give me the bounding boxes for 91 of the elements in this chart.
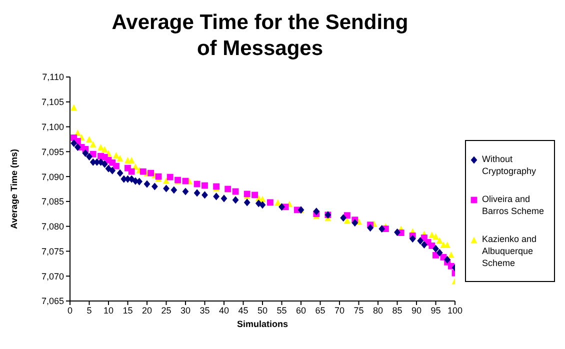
- x-tick-label: 25: [161, 305, 172, 316]
- point: [105, 164, 112, 172]
- point: [136, 178, 142, 186]
- legend-label: Without Cryptography: [482, 153, 538, 177]
- point: [421, 240, 428, 249]
- point: [101, 146, 108, 152]
- point: [74, 143, 81, 151]
- point: [98, 144, 104, 150]
- point: [86, 136, 92, 142]
- y-tick-label: 7,065: [41, 296, 64, 306]
- point: [267, 199, 274, 206]
- point: [213, 192, 220, 200]
- point: [432, 244, 439, 253]
- point: [148, 170, 154, 176]
- point: [109, 166, 116, 174]
- x-tick-label: 20: [142, 305, 152, 316]
- point: [101, 160, 108, 168]
- legend-label: Oliveira and Barros Scheme: [482, 193, 546, 217]
- point: [194, 189, 200, 197]
- point: [340, 214, 347, 222]
- point: [70, 139, 78, 148]
- x-tick-label: 85: [392, 305, 402, 316]
- point: [170, 186, 178, 194]
- point: [448, 252, 454, 258]
- x-tick-label: 90: [411, 305, 422, 316]
- x-axis-title: Simulations: [236, 319, 288, 329]
- point: [202, 191, 208, 199]
- y-tick-label: 7,070: [41, 271, 64, 282]
- point: [394, 228, 400, 236]
- point: [409, 234, 416, 243]
- y-tick-label: 7,080: [41, 222, 64, 232]
- legend-label: Kazienko and Albuquerque Scheme: [482, 233, 538, 269]
- x-tick-label: 100: [447, 305, 463, 316]
- point: [128, 156, 135, 164]
- point: [436, 237, 443, 244]
- y-tick-label: 7,105: [41, 97, 64, 108]
- x-tick-label: 50: [257, 305, 268, 316]
- chart-title: Average Time for the Sending of Messages: [110, 10, 410, 62]
- x-tick-label: 0: [67, 305, 73, 316]
- point: [252, 192, 258, 198]
- point: [152, 182, 158, 190]
- x-tick-label: 15: [122, 305, 133, 316]
- x-tick-label: 60: [296, 305, 306, 316]
- x-tick-label: 65: [315, 305, 326, 316]
- point: [86, 152, 92, 160]
- point: [436, 248, 443, 257]
- point: [70, 104, 78, 111]
- y-tick-label: 7,100: [41, 122, 64, 132]
- point: [144, 180, 150, 188]
- point: [444, 256, 450, 264]
- x-tick-label: 40: [218, 305, 230, 316]
- x-tick-label: 35: [200, 305, 210, 316]
- point: [432, 233, 439, 240]
- point: [367, 224, 374, 232]
- point: [220, 194, 228, 202]
- point: [352, 219, 358, 227]
- y-axis-title: Average Time (ms): [9, 148, 20, 230]
- point: [166, 174, 174, 180]
- point: [116, 154, 124, 162]
- point: [113, 152, 120, 158]
- point: [128, 168, 135, 175]
- point: [232, 196, 239, 204]
- point: [378, 225, 386, 233]
- y-tick-label: 7,095: [41, 146, 64, 157]
- point: [244, 198, 250, 206]
- point: [98, 158, 104, 166]
- point: [82, 149, 89, 157]
- y-tick-label: 7,085: [41, 196, 64, 207]
- point: [163, 184, 170, 192]
- point: [417, 236, 424, 245]
- point: [90, 141, 96, 148]
- point: [116, 169, 124, 177]
- point: [313, 208, 320, 216]
- y-tick-label: 7,110: [42, 72, 64, 82]
- point: [140, 168, 146, 175]
- point: [278, 203, 285, 211]
- point: [113, 162, 120, 170]
- point: [182, 188, 189, 196]
- x-tick-label: 80: [372, 305, 384, 316]
- point: [274, 199, 282, 206]
- x-tick-label: 55: [276, 305, 287, 316]
- y-tick-label: 7,090: [41, 172, 64, 182]
- x-tick-label: 10: [103, 305, 114, 316]
- x-tick-label: 5: [86, 305, 92, 316]
- x-tick-label: 45: [238, 305, 248, 316]
- y-tick-label: 7,075: [41, 246, 64, 256]
- x-tick-label: 70: [334, 305, 345, 316]
- x-tick-label: 75: [354, 305, 364, 316]
- x-tick-label: 95: [430, 305, 441, 316]
- x-tick-label: 30: [180, 305, 191, 316]
- point: [259, 201, 266, 209]
